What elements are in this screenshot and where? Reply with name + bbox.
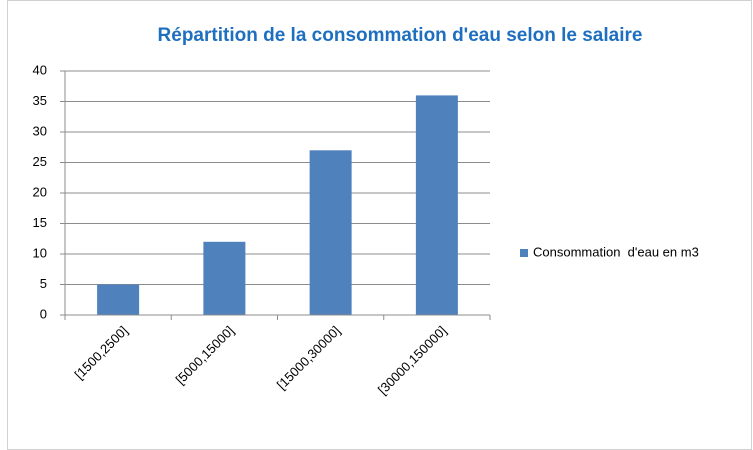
chart-border [7,0,752,450]
y-tick-label: 40 [33,62,47,77]
bar [97,284,140,315]
y-tick-label: 5 [40,276,47,291]
bar [415,95,458,316]
y-tick-label: 35 [33,93,47,108]
y-tick-label: 25 [33,154,47,169]
y-tick-label: 10 [33,245,47,260]
y-tick-label: 15 [33,215,47,230]
y-tick-label: 20 [33,184,47,199]
y-tick-label: 0 [40,306,47,321]
legend-label: Consommation d'eau en m3 [533,244,699,259]
legend-swatch [520,249,528,257]
chart-title: Répartition de la consommation d'eau sel… [158,25,643,46]
y-tick-label: 30 [33,123,47,138]
bar [203,241,246,315]
bar [309,150,352,315]
